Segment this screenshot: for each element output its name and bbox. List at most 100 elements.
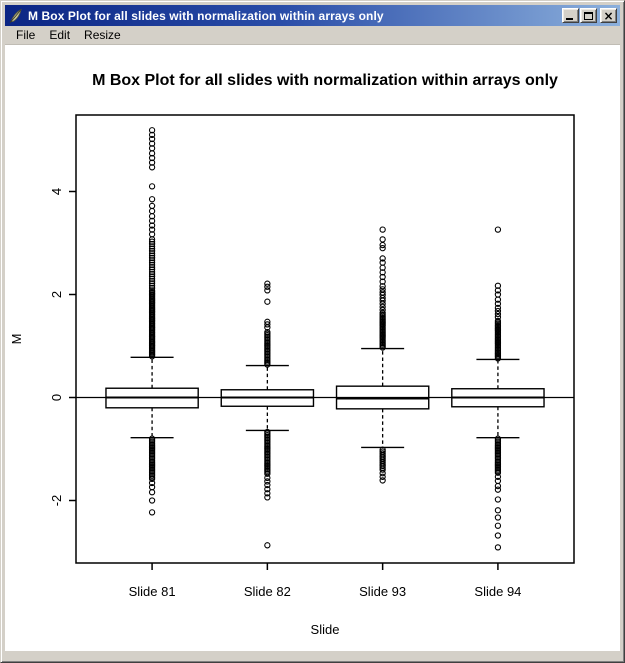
close-icon: × bbox=[603, 8, 614, 23]
y-tick-label: 4 bbox=[49, 188, 64, 195]
outlier-point bbox=[148, 231, 156, 238]
outlier-point bbox=[379, 269, 386, 276]
outlier-point bbox=[494, 317, 502, 325]
outlier-point bbox=[494, 314, 502, 321]
outliers bbox=[264, 280, 271, 549]
maximize-button[interactable] bbox=[580, 8, 597, 23]
boxplot-slide-81 bbox=[105, 127, 199, 516]
outliers bbox=[148, 127, 156, 516]
outlier-point bbox=[264, 328, 271, 336]
outliers bbox=[494, 226, 502, 551]
outlier-point bbox=[379, 244, 386, 252]
outlier-point bbox=[379, 306, 386, 314]
app-icon[interactable] bbox=[8, 8, 24, 24]
outlier-point bbox=[494, 435, 502, 442]
outlier-point bbox=[379, 226, 386, 233]
outlier-point bbox=[494, 291, 502, 298]
x-tick-label: Slide 93 bbox=[359, 584, 406, 599]
outlier-point bbox=[148, 140, 156, 147]
outlier-point bbox=[379, 278, 386, 285]
boxplot-canvas: M Box Plot for all slides with normaliza… bbox=[9, 72, 575, 637]
minimize-icon bbox=[566, 18, 573, 20]
outlier-point bbox=[264, 287, 271, 294]
outlier-point bbox=[148, 268, 156, 275]
x-tick-label: Slide 81 bbox=[129, 584, 176, 599]
outlier-point bbox=[148, 135, 156, 143]
outlier-point bbox=[148, 247, 156, 255]
menu-item-resize[interactable]: Resize bbox=[84, 28, 121, 42]
outlier-point bbox=[148, 497, 156, 504]
x-tick-label: Slide 94 bbox=[474, 584, 521, 599]
outlier-point bbox=[264, 481, 271, 489]
y-tick-label: 0 bbox=[49, 394, 64, 401]
outlier-point bbox=[494, 532, 502, 539]
outlier-point bbox=[494, 304, 502, 312]
outlier-point bbox=[264, 474, 271, 481]
outlier-point bbox=[148, 479, 156, 487]
outlier-point bbox=[148, 284, 156, 292]
outlier-point bbox=[148, 127, 156, 134]
outlier-point bbox=[148, 280, 156, 287]
outlier-point bbox=[264, 280, 271, 287]
boxplot-slide-93 bbox=[335, 226, 430, 484]
outlier-point bbox=[379, 283, 386, 290]
outlier-point bbox=[494, 496, 502, 503]
outlier-point bbox=[148, 259, 156, 266]
outlier-point bbox=[148, 275, 156, 282]
plot-frame bbox=[75, 114, 575, 564]
outlier-point bbox=[379, 236, 386, 243]
outlier-point bbox=[379, 286, 386, 293]
maximize-icon bbox=[584, 11, 593, 20]
outlier-point bbox=[494, 287, 502, 294]
plot-client-area: M Box Plot for all slides with normaliza… bbox=[5, 45, 620, 651]
outlier-point bbox=[264, 478, 271, 485]
outlier-point bbox=[494, 307, 502, 315]
outlier-point bbox=[148, 183, 156, 190]
x-tick-label: Slide 82 bbox=[244, 584, 291, 599]
outlier-point bbox=[494, 282, 502, 289]
outlier-point bbox=[494, 226, 502, 233]
outlier-point bbox=[148, 266, 156, 273]
outlier-point bbox=[264, 486, 271, 493]
outlier-point bbox=[379, 477, 386, 484]
outlier-point bbox=[379, 450, 386, 457]
outlier-point bbox=[148, 238, 156, 245]
outlier-point bbox=[148, 217, 156, 225]
outlier-point bbox=[379, 303, 386, 311]
outlier-point bbox=[148, 243, 156, 250]
menu-item-edit[interactable]: Edit bbox=[49, 28, 71, 42]
outlier-point bbox=[148, 145, 156, 152]
menu-item-file[interactable]: File bbox=[16, 28, 36, 42]
outlier-point bbox=[148, 226, 156, 233]
axes bbox=[69, 114, 575, 570]
boxplot-slide-82 bbox=[220, 280, 315, 549]
outlier-point bbox=[264, 283, 271, 290]
outlier-point bbox=[148, 261, 156, 269]
outlier-point bbox=[148, 202, 156, 210]
iqr-box bbox=[335, 385, 430, 410]
outlier-point bbox=[379, 289, 386, 296]
minimize-button[interactable] bbox=[562, 8, 579, 23]
close-button[interactable]: × bbox=[600, 8, 617, 23]
outlier-point bbox=[379, 273, 386, 281]
menu-bar: File Edit Resize bbox=[5, 26, 620, 45]
outlier-point bbox=[494, 486, 502, 493]
outlier-point bbox=[148, 222, 156, 229]
outlier-point bbox=[264, 318, 271, 325]
outlier-point bbox=[148, 264, 156, 271]
outlier-point bbox=[148, 131, 156, 138]
y-tick-label: 2 bbox=[49, 291, 64, 298]
outlier-point bbox=[494, 514, 502, 521]
outlier-point bbox=[379, 309, 386, 317]
outlier-point bbox=[148, 240, 156, 248]
outlier-point bbox=[494, 507, 502, 514]
title-bar[interactable]: M Box Plot for all slides with normaliza… bbox=[5, 5, 620, 26]
outlier-point bbox=[264, 494, 271, 501]
outlier-point bbox=[264, 428, 271, 436]
outlier-point bbox=[148, 164, 156, 171]
outliers bbox=[379, 226, 386, 484]
outlier-point bbox=[264, 321, 271, 328]
outlier-point bbox=[379, 446, 386, 453]
outlier-point bbox=[264, 490, 271, 497]
